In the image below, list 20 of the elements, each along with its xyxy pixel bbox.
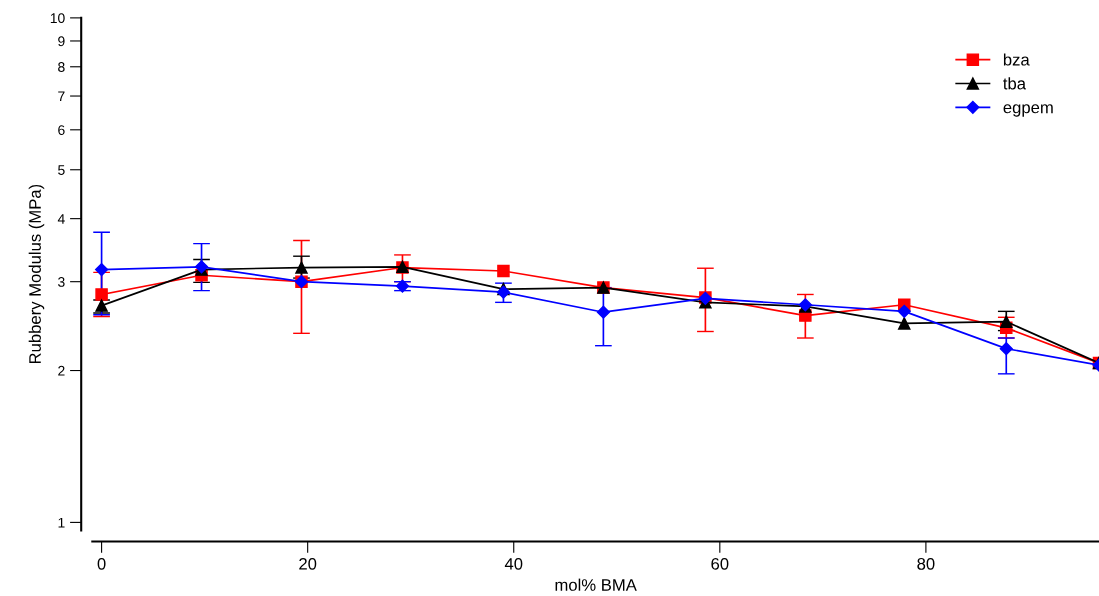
x-tick-label: 60 xyxy=(711,557,729,570)
y-tick-label: 10 xyxy=(50,13,65,24)
y-tick-label: 9 xyxy=(58,36,65,47)
y-tick-label: 5 xyxy=(58,165,65,175)
y-tick-label: 4 xyxy=(57,214,65,224)
legend-label: egpem xyxy=(1003,104,1053,117)
x-tick-label: 40 xyxy=(504,557,523,570)
x-tick-label: 80 xyxy=(917,557,935,570)
y-tick-label: 2 xyxy=(58,365,65,376)
x-axis-title: mol% BMA xyxy=(555,578,637,591)
y-axis-title: Rubbery Modulus (MPa) xyxy=(28,184,45,364)
y-tick-label: 1 xyxy=(58,517,65,528)
x-tick-label: 20 xyxy=(299,557,317,570)
y-tick-label: 3 xyxy=(58,277,65,287)
y-tick-label: 6 xyxy=(58,125,65,135)
legend-label: bza xyxy=(1003,53,1030,66)
y-tick-label: 7 xyxy=(58,91,65,102)
legend-label: tba xyxy=(1003,77,1027,90)
x-tick-label: 0 xyxy=(97,557,106,570)
y-tick-label: 8 xyxy=(58,62,65,72)
